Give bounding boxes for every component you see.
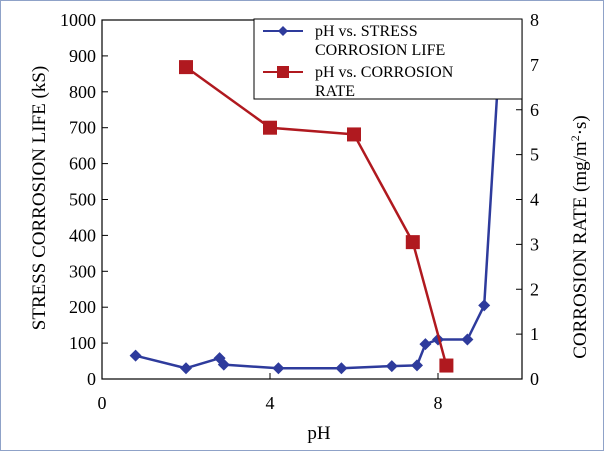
- left-y-tick-label: 600: [69, 154, 96, 174]
- right-y-axis-ticks: 0 1 2 3 4 5 6 7 8: [516, 10, 539, 389]
- legend-label-stress-life-line2: CORROSION LIFE: [315, 42, 445, 59]
- right-y-axis-title-main: CORROSION RATE (mg/m: [570, 141, 591, 359]
- right-y-axis-title-tail: ·s): [570, 115, 591, 135]
- right-y-tick-label: 3: [530, 234, 539, 254]
- left-y-tick-label: 800: [69, 82, 96, 102]
- right-y-tick-label: 2: [530, 279, 539, 299]
- corrosion-rate-point: [263, 120, 277, 135]
- left-y-tick-label: 700: [69, 118, 96, 138]
- x-axis-ticks: 0 4 8: [98, 373, 443, 413]
- right-y-tick-label: 1: [530, 324, 539, 344]
- right-y-tick-label: 0: [530, 369, 539, 389]
- legend-diamond-marker: [278, 26, 288, 36]
- corrosion-rate-line: [185, 66, 448, 366]
- corrosion-rate-point: [179, 60, 193, 75]
- right-y-axis-title-superscript: 2: [568, 135, 582, 141]
- x-tick-label: 0: [98, 393, 107, 413]
- series-corrosion-rate: [179, 60, 454, 373]
- corrosion-rate-point: [405, 235, 420, 250]
- right-y-axis-title: CORROSION RATE (mg/m2·s): [568, 115, 591, 359]
- stress-life-point: [419, 338, 432, 351]
- left-y-tick-label: 500: [69, 190, 96, 210]
- left-y-tick-label: 400: [69, 225, 96, 245]
- corrosion-rate-point: [347, 127, 361, 142]
- stress-life-point: [129, 349, 142, 362]
- left-y-axis-title: STRESS CORROSION LIFE (kS): [29, 66, 50, 330]
- left-y-tick-label: 900: [69, 46, 96, 66]
- x-tick-label: 8: [434, 393, 443, 413]
- stress-life-point: [385, 360, 398, 373]
- left-y-tick-label: 300: [69, 261, 96, 281]
- right-y-tick-label: 6: [530, 100, 539, 120]
- stress-life-point: [272, 362, 285, 375]
- legend-square-marker: [277, 66, 289, 78]
- left-y-tick-label: 0: [87, 369, 96, 389]
- right-y-tick-label: 4: [530, 190, 539, 210]
- stress-life-point: [461, 333, 474, 346]
- legend-entry-stress-corrosion-life: pH vs. STRESS CORROSION LIFE: [263, 23, 445, 59]
- x-tick-label: 4: [266, 393, 275, 413]
- legend: pH vs. STRESS CORROSION LIFE pH vs. CORR…: [253, 18, 523, 100]
- left-y-tick-label: 200: [69, 297, 96, 317]
- left-y-axis-ticks: 0 100 200 300 400 500 600 700 800 900 1000: [60, 10, 108, 389]
- stress-life-point: [411, 359, 423, 372]
- legend-label-corrosion-rate-line1: pH vs. CORROSION: [315, 64, 454, 81]
- right-y-tick-label: 5: [530, 145, 539, 165]
- legend-entry-corrosion-rate: pH vs. CORROSION RATE: [263, 64, 454, 100]
- stress-life-point: [180, 362, 192, 375]
- x-axis-title: pH: [307, 423, 331, 444]
- right-y-tick-label: 8: [530, 10, 539, 30]
- legend-label-corrosion-rate-line2: RATE: [315, 83, 355, 100]
- left-y-tick-label: 100: [69, 333, 96, 353]
- corrosion-rate-point: [439, 358, 454, 373]
- left-y-tick-label: 1000: [60, 10, 96, 30]
- stress-life-point: [335, 362, 348, 375]
- legend-label-stress-life-line1: pH vs. STRESS: [315, 23, 418, 40]
- right-y-tick-label: 7: [530, 55, 539, 75]
- stress-life-point: [478, 299, 491, 312]
- legend-box: [253, 18, 523, 100]
- stress-life-point: [217, 358, 230, 371]
